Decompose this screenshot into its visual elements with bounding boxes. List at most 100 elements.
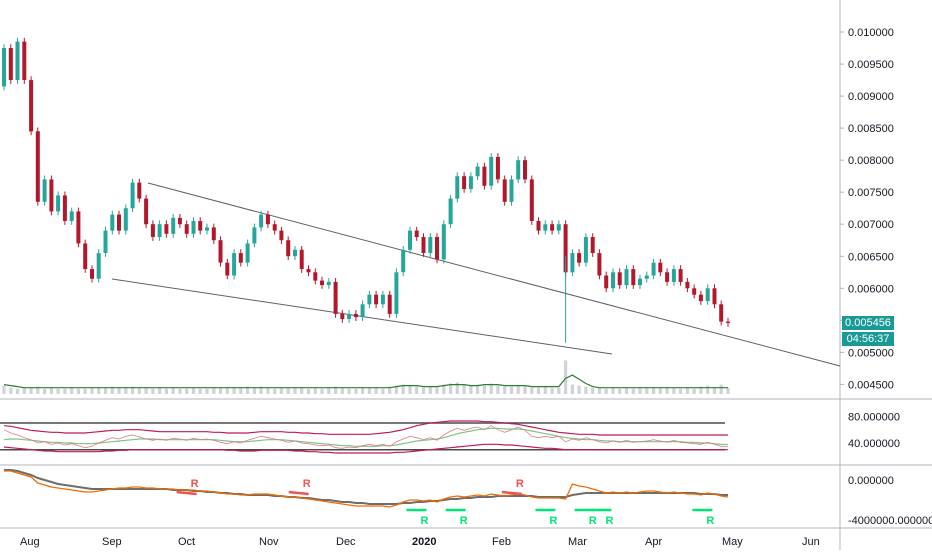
candle-body [726, 321, 730, 323]
volume-bar [706, 385, 710, 394]
upper-wedge-trendline[interactable] [147, 182, 841, 367]
candle-body [570, 253, 575, 273]
volume-bar [22, 387, 26, 394]
volume-bar [246, 386, 250, 394]
volume-bar [469, 385, 473, 394]
volume-bar [334, 386, 338, 394]
candle-body [110, 214, 115, 231]
volume-bar [83, 388, 87, 395]
volume-bar [151, 388, 155, 395]
candle-body [90, 269, 94, 279]
candle-body [401, 249, 406, 273]
candle-body [103, 230, 108, 253]
volume-bar [225, 387, 229, 394]
candle-body [502, 179, 507, 202]
volume-bar [516, 385, 520, 394]
candle-body [184, 224, 189, 234]
candle-body [347, 313, 352, 319]
volume-ma-line [3, 374, 728, 389]
divergence-label: R [549, 515, 557, 527]
volume-bar [76, 388, 80, 395]
time-tick-label: 2020 [412, 536, 436, 548]
candle-body [144, 198, 149, 225]
divergence-line [176, 490, 197, 496]
candle-body [191, 221, 196, 234]
candle-body [340, 313, 345, 319]
volume-bar [198, 388, 202, 395]
candle-body [306, 269, 311, 273]
candle-body [563, 224, 568, 273]
divergence-label: R [516, 478, 524, 490]
candle-body [29, 80, 34, 132]
volume-bar [672, 387, 676, 394]
volume-bar [604, 388, 608, 395]
candle-body [360, 304, 365, 318]
candle-body [529, 179, 534, 221]
candle-body [272, 224, 277, 231]
candle-body [313, 272, 318, 281]
candle-body [320, 280, 324, 286]
candle-body [590, 237, 595, 253]
volume-bar [496, 385, 500, 394]
volume-bar [185, 388, 189, 395]
volume-bar [564, 360, 568, 394]
volume-bar [367, 387, 371, 394]
divergence-label: R [191, 478, 199, 490]
candle-body [678, 269, 683, 282]
candle-body [380, 294, 385, 305]
volume-bar [49, 387, 53, 394]
volume-bar [110, 386, 114, 394]
volume-bar [645, 387, 649, 394]
volume-bar [530, 387, 534, 394]
candle-body [435, 237, 439, 260]
axes-layer: 0.010000 0.009500 0.009000 0.008500 0.008000… [20, 27, 932, 548]
time-tick-label: May [722, 536, 743, 548]
volume-bar [381, 388, 385, 395]
candle-body [137, 182, 142, 199]
candle-body [252, 227, 257, 244]
volume-bar [313, 387, 317, 394]
candle-body [617, 272, 622, 286]
price-tick-label: 0.004500 [848, 379, 894, 391]
volume-bar [144, 387, 148, 394]
candle-body [712, 288, 717, 305]
volume-bar [455, 382, 459, 394]
candle-body [62, 195, 67, 221]
candle-body [428, 237, 433, 253]
price-tick-label: 0.005000 [848, 347, 894, 359]
candle-body [232, 253, 237, 276]
volume-bar [239, 387, 243, 394]
candle-body [482, 166, 487, 186]
volume-bar [394, 385, 398, 394]
volume-bar [408, 385, 412, 394]
candle-body [671, 269, 676, 282]
volume-bar [577, 385, 581, 394]
volume-bar [9, 387, 13, 394]
time-tick-label: Jun [802, 536, 820, 548]
candle-body [15, 41, 20, 80]
volume-bar [70, 387, 74, 394]
candle-body [96, 253, 101, 279]
volume-bar [259, 386, 263, 394]
divergence-label: R [421, 515, 429, 527]
volume-bar [340, 387, 344, 394]
price-tick-label: 0.008000 [848, 155, 894, 167]
volume-bar [726, 387, 730, 394]
volume-bar [584, 386, 588, 394]
volume-bar [178, 388, 182, 395]
candle-body [299, 249, 304, 269]
divergence-label: R [606, 515, 614, 527]
volume-bar [97, 387, 101, 394]
volume-bar [719, 384, 723, 395]
candle-body [238, 253, 243, 263]
volume-bar [658, 387, 662, 394]
volume-bar [652, 387, 656, 394]
candle-body [685, 281, 690, 289]
candle-body [495, 156, 500, 180]
candle-body [211, 227, 216, 241]
oscillator-tick-label: 0.000000 [848, 475, 894, 487]
volume-bar [388, 386, 392, 394]
volume-bar [56, 388, 60, 395]
